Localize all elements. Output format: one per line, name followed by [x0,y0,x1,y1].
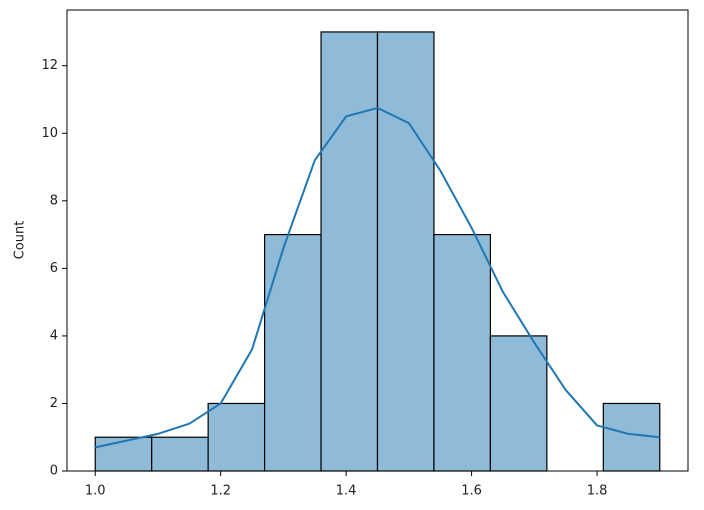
bar [320,31,379,472]
x-tick-label: 1.2 [210,484,231,499]
kde-line [95,106,660,449]
y-tick-label: 2 [50,396,58,411]
y-tick-label: 12 [41,58,58,73]
x-tick-label: 1.6 [461,484,482,499]
plot-frame [66,9,689,472]
bar [263,233,322,472]
bar [376,31,435,472]
x-tick-label: 1.4 [336,484,357,499]
y-tick-label: 4 [50,328,58,343]
bar [207,402,266,472]
y-tick-label: 0 [50,464,58,479]
bar [94,436,153,472]
bar [489,335,548,472]
x-tick-label: 1.0 [85,484,106,499]
y-tick-label: 8 [50,193,58,208]
bar [433,233,492,472]
bar [151,436,209,472]
y-axis-label: Count [13,221,28,260]
bar [602,402,661,472]
y-tick-label: 6 [50,261,58,276]
y-tick-label: 10 [41,126,58,141]
x-tick-label: 1.8 [587,484,608,499]
